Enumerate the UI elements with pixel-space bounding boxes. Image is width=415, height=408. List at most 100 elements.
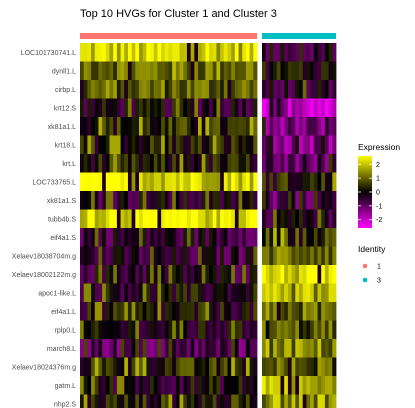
heatmap-cell — [153, 98, 158, 118]
heatmap-cell — [262, 265, 267, 284]
heatmap-cell — [212, 61, 217, 81]
heatmap-cell — [209, 283, 214, 303]
heatmap-cell — [150, 320, 155, 340]
heatmap-cell — [231, 357, 236, 377]
heatmap-cell — [245, 265, 251, 284]
heatmap-cell — [94, 154, 99, 173]
gene-label: Xelaev18002122m.g — [12, 272, 76, 279]
heatmap-cell — [324, 172, 329, 192]
heatmap-cell — [227, 98, 232, 118]
heatmap-cell — [98, 172, 103, 192]
heatmap-cell — [109, 376, 114, 395]
heatmap-cell — [109, 209, 114, 229]
heatmap-cell — [179, 339, 184, 358]
heatmap-cell — [124, 283, 129, 303]
heatmap-cell — [310, 302, 315, 321]
heatmap-cell — [91, 43, 96, 62]
heatmap-cell — [324, 283, 329, 303]
heatmap-cell — [332, 376, 337, 395]
heatmap-cell — [183, 228, 188, 247]
gene-label: dynll1.L — [52, 68, 76, 75]
heatmap-cell — [209, 320, 214, 340]
heatmap-cell — [161, 43, 166, 62]
heatmap-cell — [198, 246, 203, 266]
heatmap-cell — [328, 228, 333, 247]
heatmap-cell — [109, 172, 114, 192]
heatmap-cell — [201, 283, 206, 303]
heatmap-cell — [135, 394, 140, 408]
heatmap-cell — [321, 154, 326, 173]
heatmap-cell — [164, 246, 169, 266]
heatmap-cell — [276, 154, 281, 173]
heatmap-cell — [231, 302, 236, 321]
heatmap-cell — [131, 357, 136, 377]
heatmap-cell — [164, 320, 169, 340]
heatmap-cell — [313, 228, 318, 247]
heatmap-cell — [201, 43, 206, 62]
heatmap-cell — [295, 43, 300, 62]
heatmap-cell — [172, 135, 177, 155]
heatmap-cell — [313, 357, 318, 377]
heatmap-cell — [116, 135, 121, 155]
heatmap-cell — [287, 320, 292, 340]
heatmap-cell — [186, 394, 192, 408]
heatmap-cell — [98, 394, 103, 408]
chart-title: Top 10 HVGs for Cluster 1 and Cluster 3 — [80, 8, 277, 20]
heatmap-cell — [205, 43, 210, 62]
heatmap-cell — [299, 80, 304, 99]
heatmap-cell — [238, 117, 243, 136]
heatmap-cell — [313, 61, 318, 81]
heatmap-cell — [146, 191, 151, 210]
heatmap-cell — [328, 265, 333, 284]
heatmap-cell — [186, 172, 192, 192]
heatmap-cell — [139, 394, 144, 408]
heatmap-cell — [299, 357, 304, 377]
heatmap-cell — [332, 228, 337, 247]
heatmap-cell — [150, 209, 155, 229]
heatmap-cell — [253, 246, 258, 266]
heatmap-cell — [164, 209, 169, 229]
heatmap-cell — [131, 43, 136, 62]
heatmap-cell — [310, 394, 315, 408]
heatmap-cell — [190, 117, 195, 136]
heatmap-cell — [238, 98, 243, 118]
heatmap-cell — [227, 339, 232, 358]
heatmap-cell — [198, 228, 203, 247]
heatmap-cell — [328, 302, 333, 321]
heatmap-cell — [291, 191, 296, 210]
heatmap-cell — [209, 265, 214, 284]
heatmap-cell — [124, 43, 129, 62]
heatmap-cell — [212, 265, 217, 284]
heatmap-cell — [113, 80, 118, 99]
heatmap-cell — [105, 172, 110, 192]
heatmap-cell — [157, 80, 162, 99]
heatmap-cell — [116, 117, 121, 136]
heatmap-cell — [299, 191, 304, 210]
heatmap-cell — [116, 376, 121, 395]
heatmap-cell — [161, 302, 166, 321]
heatmap-cell — [175, 283, 180, 303]
heatmap-cell — [142, 283, 147, 303]
heatmap-cell — [242, 172, 247, 192]
heatmap-cell — [284, 246, 289, 266]
heatmap-cell — [249, 172, 254, 192]
heatmap-cell — [153, 246, 158, 266]
heatmap-cell — [227, 265, 232, 284]
heatmap-cell — [223, 191, 228, 210]
heatmap-cell — [164, 154, 169, 173]
heatmap-cell — [150, 98, 155, 118]
heatmap-cell — [223, 43, 228, 62]
heatmap-cell — [142, 265, 147, 284]
heatmap-cell — [328, 209, 333, 229]
heatmap-cell — [295, 209, 300, 229]
heatmap-cell — [113, 394, 118, 408]
heatmap-cell — [212, 98, 217, 118]
heatmap-cell — [205, 339, 210, 358]
heatmap-cell — [284, 154, 289, 173]
heatmap-cell — [102, 302, 107, 321]
heatmap-cell — [317, 154, 322, 173]
heatmap-cell — [284, 376, 289, 395]
heatmap-cell — [87, 80, 92, 99]
heatmap-cell — [105, 246, 110, 266]
heatmap-cell — [168, 135, 173, 155]
